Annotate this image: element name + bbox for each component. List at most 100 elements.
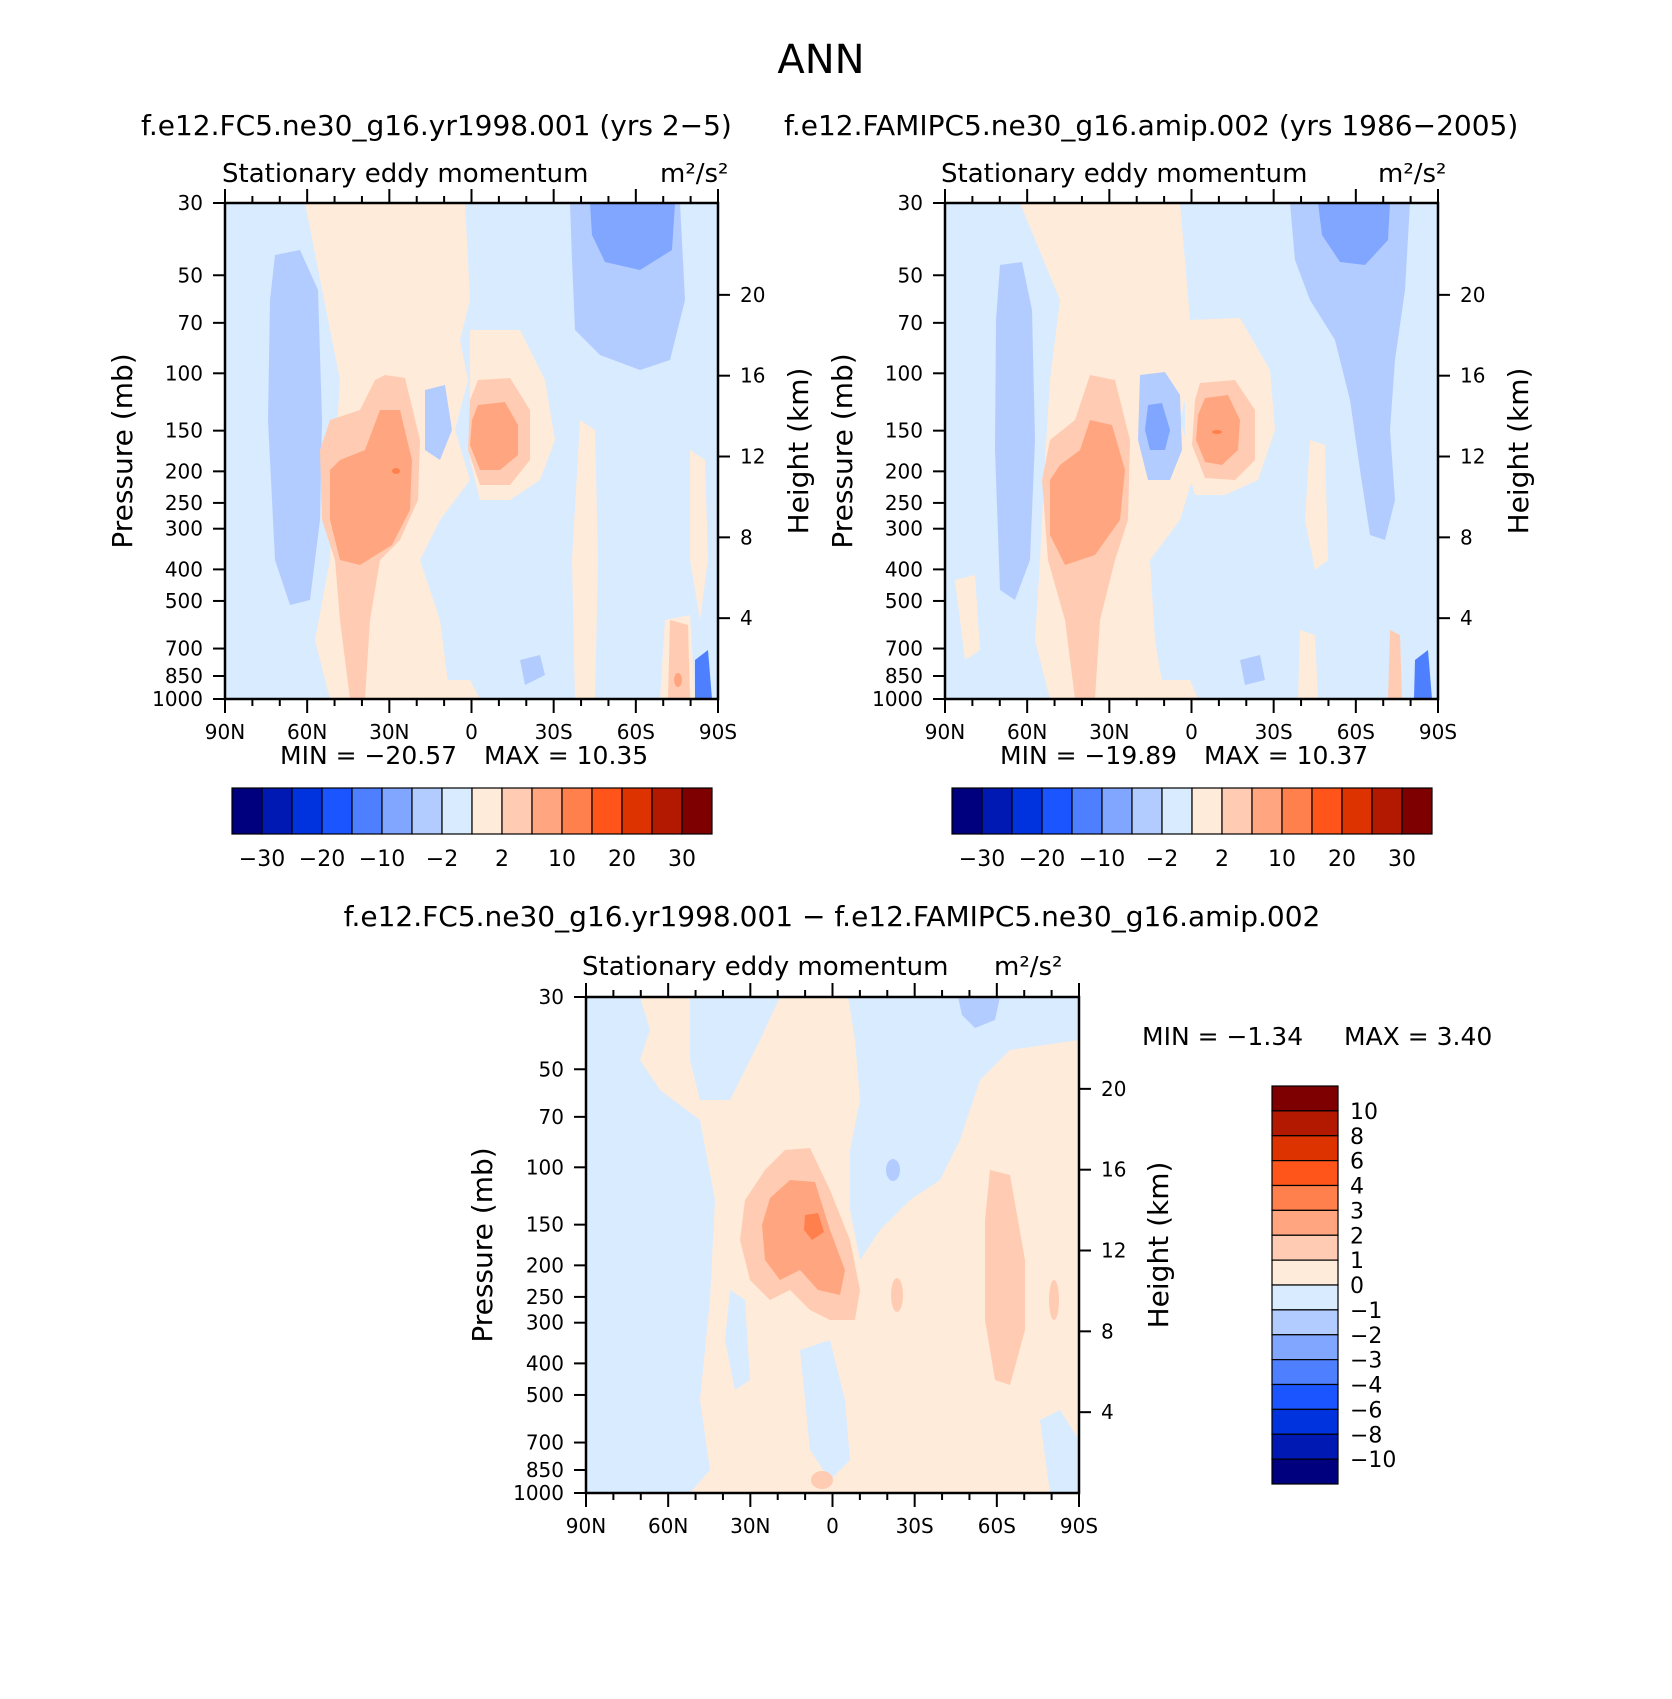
colorbar-swatch — [1271, 1259, 1339, 1286]
x-tick-label: 30S — [896, 1514, 934, 1538]
y-tick-label: 300 — [885, 517, 923, 541]
colorbar-swatch — [291, 787, 323, 835]
y-right-tick-label: 20 — [1101, 1077, 1126, 1101]
y-tick-label: 1000 — [152, 687, 203, 711]
panel-b-neg-region-4 — [1240, 655, 1265, 685]
x-tick-label: 30S — [1255, 720, 1293, 744]
y-right-tick-label: 12 — [740, 445, 765, 469]
panel-b-min-label: MIN = −19.89 — [1000, 741, 1177, 770]
colorbar-swatch — [681, 787, 713, 835]
y-tick-label: 500 — [526, 1383, 564, 1407]
panel-a-pos-region-9 — [668, 620, 690, 699]
colorbar-label: 1 — [1350, 1249, 1364, 1274]
y-right-tick-label: 8 — [1101, 1319, 1114, 1343]
colorbar-swatch — [1271, 1110, 1339, 1137]
y-tick-label: 200 — [885, 459, 923, 483]
panel-c-pos-region-4 — [1049, 1280, 1059, 1320]
colorbar-swatch — [1271, 1135, 1339, 1162]
colorbar-swatch — [1071, 787, 1103, 835]
colorbar-swatch — [1271, 1184, 1339, 1211]
colorbar-swatch — [231, 787, 263, 835]
y-tick-label: 50 — [178, 263, 203, 287]
colorbar-swatch — [951, 787, 983, 835]
panel-a-neg-region-1 — [268, 250, 322, 605]
panel-c-max-label: MAX = 3.40 — [1344, 1022, 1492, 1051]
panel-c-title: f.e12.FC5.ne30_g16.yr1998.001 − f.e12.FA… — [344, 900, 1321, 933]
colorbar-label: 4 — [1350, 1175, 1364, 1200]
panel-c-neg-region-5 — [725, 1290, 750, 1390]
y-right-tick-label: 4 — [1460, 606, 1473, 630]
panel-c-neg-region-1 — [586, 997, 715, 1493]
x-tick-label: 60N — [1007, 720, 1047, 744]
colorbar-label: 2 — [495, 847, 509, 872]
panel-c-neg-region-6 — [1040, 1410, 1079, 1493]
panel-a-max-point-2 — [674, 673, 682, 687]
y-right-tick-label: 8 — [740, 525, 753, 549]
y-tick-label: 150 — [885, 419, 923, 443]
colorbar-swatch — [381, 787, 413, 835]
y-right-tick-label: 4 — [1101, 1400, 1114, 1424]
colorbar-label: 30 — [668, 847, 696, 872]
colorbar-swatch — [441, 787, 473, 835]
colorbar-swatch — [411, 787, 443, 835]
y-tick-label: 850 — [885, 664, 923, 688]
y-right-tick-label: 16 — [1460, 364, 1485, 388]
x-tick-label: 60N — [287, 720, 327, 744]
y-tick-label: 850 — [165, 664, 203, 688]
panel-a-ylabel: Pressure (mb) — [106, 353, 139, 548]
colorbar-swatch — [1341, 787, 1373, 835]
colorbar-swatch — [1101, 787, 1133, 835]
x-tick-label: 0 — [465, 720, 478, 744]
colorbar-swatch — [591, 787, 623, 835]
panel-c-contours — [586, 997, 1079, 1493]
panel-c-pos-region-2 — [985, 1170, 1025, 1385]
colorbar-swatch — [501, 787, 533, 835]
panel-b-neg-region-6 — [1145, 403, 1170, 450]
panel-b-ylabel: Pressure (mb) — [826, 353, 859, 548]
colorbar-label: 30 — [1388, 847, 1416, 872]
panel-c-neg-region-8 — [886, 1159, 900, 1181]
y-tick-label: 50 — [539, 1057, 564, 1081]
y-tick-label: 30 — [539, 985, 564, 1009]
colorbar-swatch — [1271, 1160, 1339, 1187]
panel-b-subtitle: Stationary eddy momentum — [941, 159, 1307, 189]
colorbar-label: −20 — [299, 847, 345, 872]
colorbar-swatch — [1271, 1334, 1339, 1361]
panel-a-min-label: MIN = −20.57 — [280, 741, 457, 770]
colorbar-swatch — [1281, 787, 1313, 835]
y-tick-label: 30 — [178, 191, 203, 215]
x-tick-label: 60S — [978, 1514, 1016, 1538]
panel-b-pos-region-10 — [1050, 420, 1125, 565]
y-right-tick-label: 8 — [1460, 525, 1473, 549]
panel-b-pos-region-9 — [1388, 630, 1402, 699]
panel-b: f.e12.FAMIPC5.ne30_g16.amip.002 (yrs 198… — [784, 109, 1535, 872]
panel-b-pos-region-5 — [1298, 630, 1318, 699]
colorbar-swatch — [1271, 1309, 1339, 1336]
y-tick-label: 100 — [165, 361, 203, 385]
colorbar-label: −3 — [1350, 1349, 1382, 1374]
panel-b-min-point — [1414, 650, 1432, 699]
x-tick-label: 0 — [826, 1514, 839, 1538]
panel-a-neg-region-3 — [425, 385, 452, 460]
panel-a-pos-region-3 — [572, 420, 598, 699]
y-tick-label: 200 — [526, 1253, 564, 1277]
y-tick-label: 500 — [165, 589, 203, 613]
y-tick-label: 250 — [165, 491, 203, 515]
y-tick-label: 400 — [885, 557, 923, 581]
colorbar-swatch — [1251, 787, 1283, 835]
panel-c-ylabel: Pressure (mb) — [466, 1147, 499, 1342]
y-right-tick-label: 4 — [740, 606, 753, 630]
colorbar-swatch — [981, 787, 1013, 835]
colorbar-label: 10 — [1268, 847, 1296, 872]
panel-c-subtitle: Stationary eddy momentum — [582, 952, 948, 982]
x-tick-label: 60S — [1337, 720, 1375, 744]
colorbar-swatch — [351, 787, 383, 835]
panel-b-pos-region-6 — [1135, 680, 1198, 699]
panel-b-ylabel-right: Height (km) — [1502, 368, 1535, 535]
panel-a-title: f.e12.FC5.ne30_g16.yr1998.001 (yrs 2−5) — [141, 109, 732, 142]
panel-c-pos-region-6 — [762, 1180, 845, 1295]
panel-c-pos-region-3 — [891, 1278, 903, 1312]
x-tick-label: 30N — [369, 720, 409, 744]
colorbar-swatch — [1041, 787, 1073, 835]
